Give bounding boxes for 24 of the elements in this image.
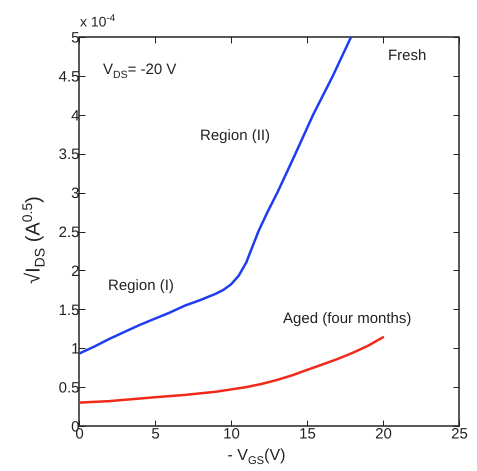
y-tick-label: 1	[71, 340, 80, 358]
x-tick-label: 25	[451, 426, 468, 442]
y-tick-label: 3.5	[58, 146, 80, 164]
y-tick-label: 3	[71, 185, 80, 202]
y-tick-label: 1.5	[58, 302, 80, 319]
annotation: V$_{DS}$= -20 V	[103, 61, 176, 81]
y-tick-label: 4	[71, 107, 80, 124]
y-tick-label: 2.5	[58, 224, 80, 241]
x-tick-label: 5	[151, 426, 160, 442]
y-tick-label: 0.5	[58, 380, 80, 397]
y-tick-label: 5	[71, 30, 80, 46]
x-tick-label: 20	[375, 426, 392, 442]
annotation: Region (I)	[108, 277, 174, 294]
line-series	[79, 37, 352, 355]
y-tick-label: 2	[71, 262, 80, 280]
annotation: Region (II)	[200, 127, 270, 144]
y-tick-label: 4.5	[58, 68, 80, 86]
text: x 10$^{-4}$	[80, 13, 116, 30]
text: Aged (four months)	[283, 310, 412, 327]
x-tick-label: 10	[223, 426, 240, 442]
x-tick-label: 15	[299, 426, 316, 442]
line-series	[79, 336, 384, 404]
x-axis-title: - V$_{GS}$(V)	[226, 447, 286, 468]
text: Fresh	[388, 47, 426, 64]
